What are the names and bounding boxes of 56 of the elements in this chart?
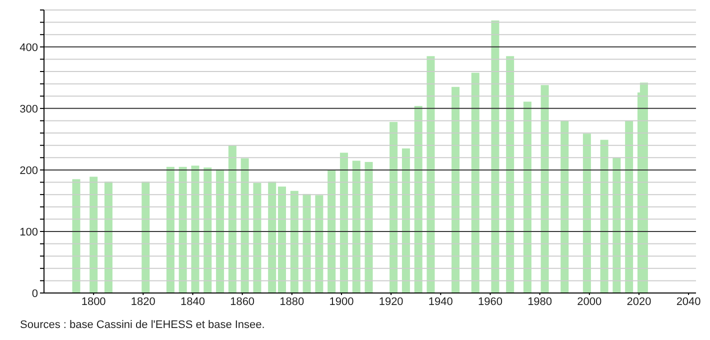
bar [352,160,360,293]
y-tick-label: 200 [20,164,38,177]
bar [268,182,276,293]
bar [340,152,348,293]
bar [166,166,174,293]
source-note: Sources : base Cassini de l'EHESS et base Insee. [20,319,266,331]
bar [402,148,410,293]
bar [600,140,608,293]
x-tick-label: 1900 [329,296,354,308]
bar [228,145,236,293]
x-tick-label: 1920 [378,296,404,308]
bar [625,120,634,293]
bar [178,166,187,293]
bar [278,186,286,293]
y-tick-label: 0 [32,288,38,300]
y-tick-label: 100 [20,226,38,238]
bar [191,166,200,293]
x-tick-label: 2020 [626,296,652,308]
bar [523,102,532,293]
bar [72,179,80,293]
bar [315,195,324,293]
bar [104,182,112,293]
bar [540,85,549,293]
bar [426,56,435,293]
x-tick-label: 1880 [280,296,304,308]
bar [328,170,336,293]
x-tick-label: 1940 [428,296,453,308]
x-tick-label: 1820 [130,296,156,308]
x-tick-label: 1860 [230,296,255,308]
bar [560,120,569,293]
x-tick-label: 1980 [528,296,552,308]
x-tick-label: 2040 [676,296,701,308]
x-tick-label: 2000 [577,296,602,308]
bar [90,176,98,293]
bar [142,182,150,293]
bar [390,122,398,293]
bar [216,169,224,293]
y-tick-label: 300 [20,103,38,116]
y-tick-label: 400 [20,42,38,54]
x-tick-label: 1960 [478,296,502,308]
bar [204,167,212,293]
bar [491,20,500,293]
bar [414,106,422,293]
bar [471,72,480,293]
bar [640,82,648,293]
bar [302,194,311,293]
x-tick-label: 1840 [180,296,205,308]
bar [240,158,249,293]
bar [612,158,621,293]
bar [582,134,591,293]
bar [506,56,514,293]
bar [290,190,298,293]
bar [253,182,262,293]
bar [364,162,373,293]
x-tick-label: 1800 [81,296,106,308]
bar [452,86,460,293]
